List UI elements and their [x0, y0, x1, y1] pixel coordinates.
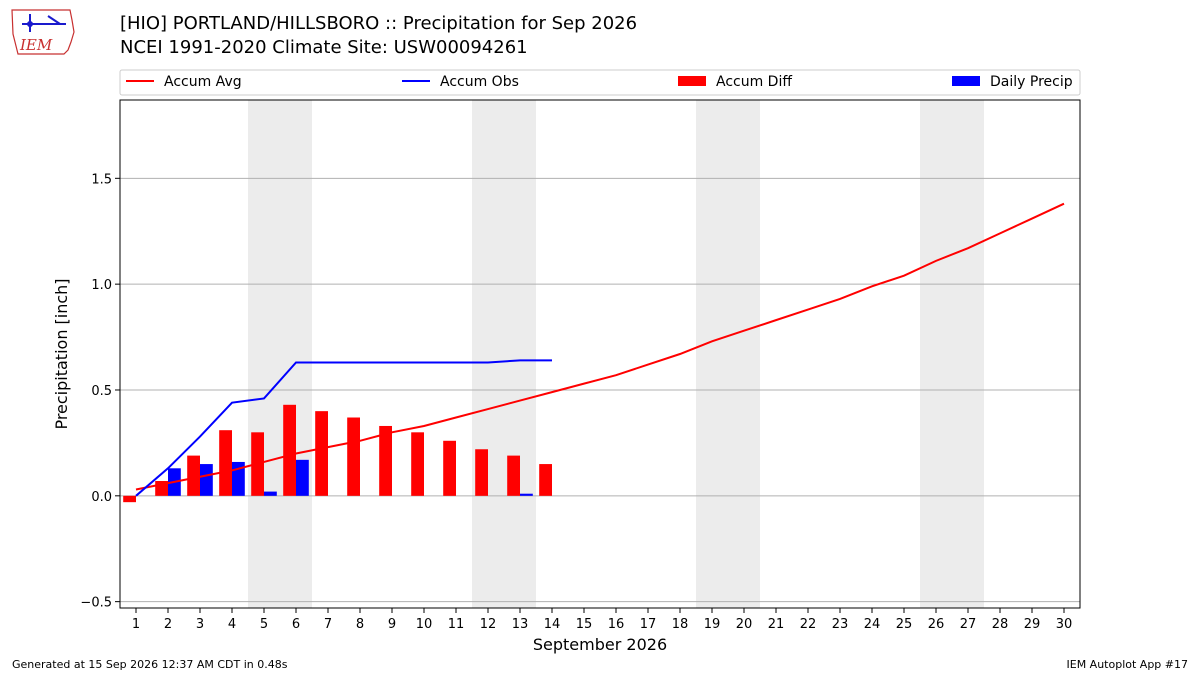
x-tick-label: 5	[260, 617, 268, 632]
x-tick-label: 15	[576, 617, 593, 632]
daily-precip-bar	[200, 464, 213, 496]
legend-box	[119, 69, 1081, 96]
accum-diff-bar	[347, 417, 360, 496]
accum-diff-bar	[379, 425, 392, 496]
legend-swatch-accum-diff	[678, 76, 706, 86]
x-tick-label: 19	[704, 617, 721, 632]
plot-frame	[119, 99, 1081, 609]
x-tick-label: 25	[896, 617, 913, 632]
legend: Accum Avg Accum Obs Accum Diff Daily Precip	[119, 69, 1081, 96]
logo-text: IEM	[19, 36, 53, 54]
accum-diff-bar	[539, 464, 552, 496]
x-axis-label: September 2026	[533, 635, 667, 654]
accum-diff-bar	[443, 440, 456, 496]
chart-subtitle: NCEI 1991-2020 Climate Site: USW00094261	[120, 37, 528, 58]
x-tick-label: 23	[832, 617, 849, 632]
legend-label-daily-precip: Daily Precip	[990, 74, 1073, 90]
x-tick-label: 17	[640, 617, 657, 632]
accum-diff-bar	[123, 495, 136, 503]
x-tick-label: 3	[196, 617, 204, 632]
x-tick-label: 6	[292, 617, 300, 632]
accum-diff-bar	[187, 455, 200, 496]
x-tick-label: 9	[388, 617, 396, 632]
chart-title: [HIO] PORTLAND/HILLSBORO :: Precipitatio…	[120, 13, 638, 34]
y-tick-label: 1.0	[91, 278, 112, 293]
x-axis-ticks: 1 2 3 4 5 6 7 8 9 10 11 12 13 14 15 16 17 18 19 20 21 22 23 24 2…	[132, 608, 1072, 632]
weekend-band	[920, 100, 984, 608]
weekend-bands	[248, 100, 984, 608]
weekend-band	[248, 100, 312, 608]
x-tick-label: 10	[416, 617, 433, 632]
accum-obs-line	[135, 359, 552, 497]
legend-label-accum-avg: Accum Avg	[164, 74, 242, 90]
x-tick-label: 11	[448, 617, 465, 632]
x-tick-label: 12	[480, 617, 497, 632]
x-tick-label: 20	[736, 617, 753, 632]
grid-lines	[120, 177, 1080, 603]
y-axis-ticks: −0.5 0.0 0.5 1.0 1.5	[80, 172, 120, 611]
x-tick-label: 26	[928, 617, 945, 632]
x-tick-label: 22	[800, 617, 817, 632]
legend-label-accum-diff: Accum Diff	[716, 74, 792, 90]
accum-diff-bar	[219, 430, 232, 496]
accum-diff-bar	[475, 449, 488, 496]
weekend-band	[472, 100, 536, 608]
weekend-band	[696, 100, 760, 608]
accum-diff-bar	[283, 404, 296, 496]
daily-precip-bar	[264, 491, 277, 496]
y-tick-label: 0.0	[91, 490, 112, 505]
legend-label-accum-obs: Accum Obs	[440, 74, 519, 90]
daily-precip-bar	[296, 459, 309, 496]
iem-logo: IEM	[11, 9, 75, 55]
x-tick-label: 18	[672, 617, 689, 632]
accum-avg-line	[135, 202, 1065, 491]
x-tick-label: 14	[544, 617, 561, 632]
x-tick-label: 28	[992, 617, 1009, 632]
x-tick-label: 7	[324, 617, 332, 632]
x-tick-label: 21	[768, 617, 785, 632]
y-axis-label: Precipitation [inch]	[52, 278, 71, 429]
x-tick-label: 4	[228, 617, 236, 632]
y-tick-label: 0.5	[91, 384, 112, 399]
x-tick-label: 30	[1056, 617, 1073, 632]
generated-timestamp: Generated at 15 Sep 2026 12:37 AM CDT in…	[12, 658, 288, 671]
y-tick-label: 1.5	[91, 172, 112, 187]
x-tick-label: 13	[512, 617, 529, 632]
y-tick-label: −0.5	[80, 596, 112, 611]
x-tick-label: 1	[132, 617, 140, 632]
accum-diff-bar	[507, 455, 520, 496]
x-tick-label: 2	[164, 617, 172, 632]
accum-diff-bar	[411, 432, 424, 496]
x-tick-label: 8	[356, 617, 364, 632]
x-tick-label: 16	[608, 617, 625, 632]
x-tick-label: 29	[1024, 617, 1041, 632]
daily-precip-bar	[520, 493, 533, 496]
accum-diff-bar	[315, 411, 328, 496]
x-tick-label: 27	[960, 617, 977, 632]
x-tick-label: 24	[864, 617, 881, 632]
legend-swatch-daily-precip	[952, 76, 980, 86]
series-lines	[135, 202, 1065, 497]
app-credit: IEM Autoplot App #17	[1066, 658, 1189, 671]
